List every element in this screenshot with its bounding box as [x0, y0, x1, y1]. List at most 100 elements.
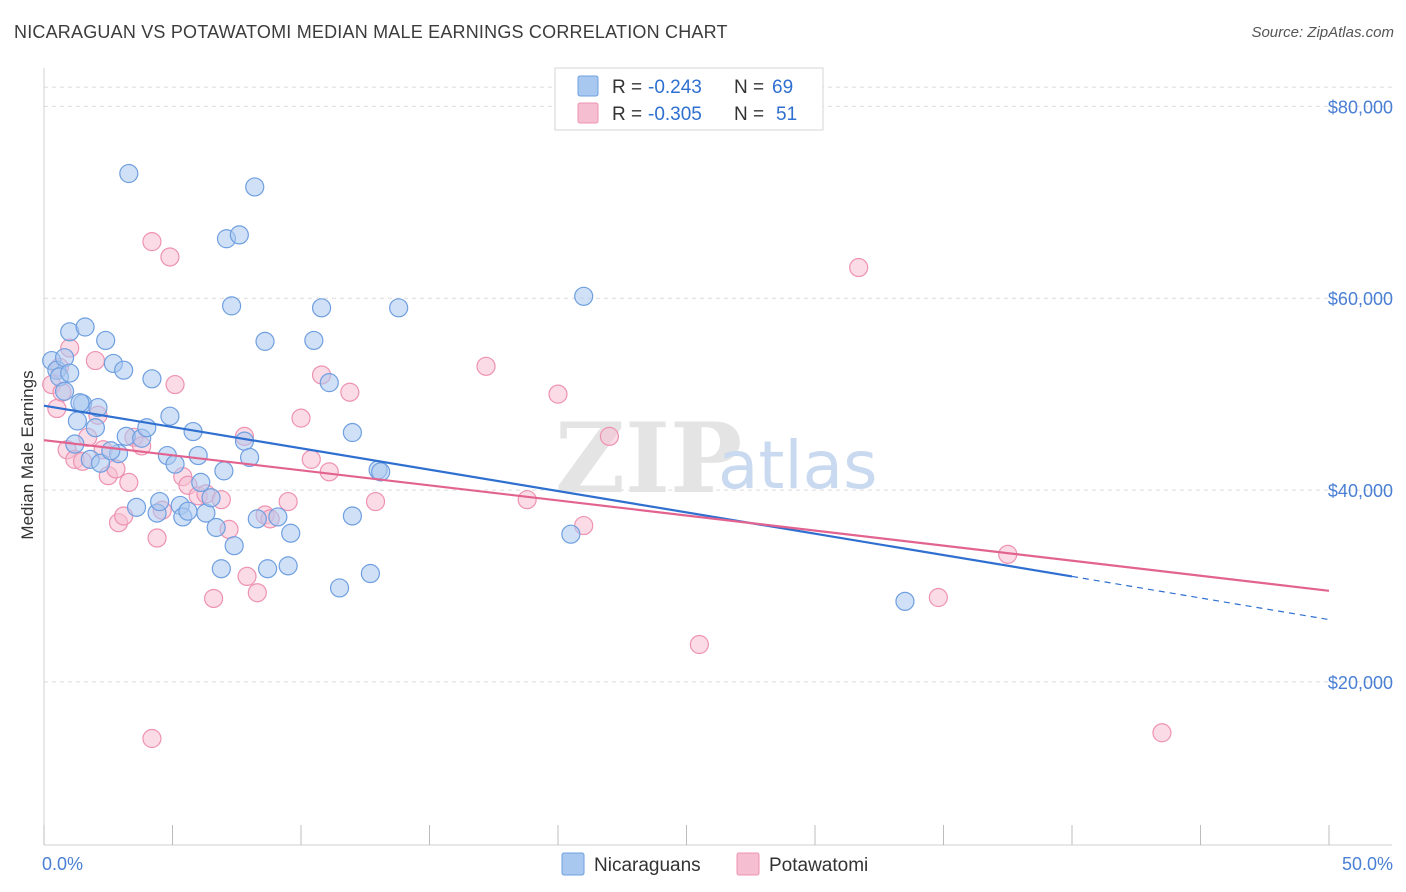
data-point — [365, 491, 386, 512]
data-point — [689, 634, 709, 655]
data-point — [201, 488, 221, 508]
watermark-zip: ZIP — [555, 402, 742, 515]
legend-r-label: R = — [612, 104, 642, 125]
data-point — [304, 330, 324, 351]
data-point — [237, 566, 257, 587]
series-legend-swatch-blue — [561, 852, 585, 876]
data-point — [60, 363, 80, 383]
legend-r-value: -0.243 — [648, 77, 702, 98]
data-point — [281, 523, 301, 543]
data-point — [240, 447, 260, 468]
data-point — [90, 453, 111, 473]
data-point — [88, 397, 108, 418]
series-legend-label: Nicaraguans — [594, 855, 701, 876]
trend-line — [43, 439, 1330, 592]
data-point — [574, 286, 594, 306]
y-tick-label: $80,000 — [1328, 97, 1393, 117]
data-point — [178, 501, 198, 521]
data-point — [54, 381, 75, 401]
legend-n-label: N = — [734, 77, 764, 98]
data-point — [928, 587, 948, 608]
data-point — [599, 426, 620, 446]
legend-n-label: N = — [734, 104, 764, 125]
y-tick-label: $60,000 — [1328, 289, 1393, 309]
data-point — [278, 491, 298, 512]
legend-swatch-blue — [577, 75, 599, 97]
data-point — [301, 449, 321, 469]
data-point — [222, 296, 242, 316]
data-point — [114, 360, 134, 380]
watermark: ZIP atlas — [555, 402, 878, 515]
legend-r-value: -0.305 — [648, 104, 702, 125]
x-ticks: 0.0% 50.0% — [42, 825, 1393, 874]
data-point — [214, 461, 234, 481]
data-point — [70, 393, 90, 413]
data-point — [160, 406, 180, 426]
data-point — [142, 232, 162, 252]
data-point — [142, 728, 162, 749]
data-point — [340, 382, 360, 402]
data-point — [360, 563, 380, 584]
data-point — [206, 517, 226, 538]
trend-lines — [43, 404, 1330, 621]
data-point — [476, 356, 496, 376]
data-point — [257, 559, 278, 579]
data-point — [101, 441, 121, 461]
data-point — [561, 524, 581, 544]
watermark-atlas: atlas — [718, 427, 878, 504]
data-point — [247, 509, 267, 529]
data-point — [278, 556, 298, 576]
data-point — [67, 411, 88, 431]
data-point — [329, 578, 350, 598]
data-point — [895, 591, 915, 611]
data-point — [160, 247, 180, 267]
series-legend: Nicaraguans Potawatomi — [561, 852, 868, 876]
stats-legend-box — [554, 67, 824, 131]
data-point — [96, 330, 116, 351]
data-point — [389, 298, 409, 318]
data-point — [1152, 723, 1172, 743]
y-tick-label: $20,000 — [1328, 673, 1393, 693]
data-point — [126, 497, 147, 517]
x-tick-label: 50.0% — [1342, 854, 1393, 874]
data-point — [291, 408, 311, 428]
trend-line — [43, 404, 1073, 578]
data-point — [188, 445, 208, 466]
legend-n-value: 51 — [776, 104, 797, 125]
data-point — [142, 369, 162, 389]
data-point — [849, 257, 869, 278]
chart-title: NICARAGUAN VS POTAWATOMI MEDIAN MALE EAR… — [14, 22, 728, 42]
data-point — [147, 528, 167, 548]
data-point — [548, 384, 568, 404]
source-label: Source: ZipAtlas.com — [1251, 24, 1394, 41]
data-point — [85, 350, 106, 371]
data-point — [255, 331, 275, 351]
legend-swatch-pink — [577, 102, 599, 124]
data-point — [204, 588, 224, 609]
data-point — [165, 454, 185, 474]
data-point — [191, 472, 211, 492]
data-point — [245, 177, 265, 197]
data-point — [150, 491, 170, 512]
data-point — [342, 422, 362, 443]
axes — [43, 68, 1392, 846]
data-point — [224, 536, 244, 556]
legend-n-value: 69 — [772, 77, 793, 98]
data-point — [211, 559, 231, 579]
data-point — [75, 317, 95, 337]
data-point — [311, 298, 332, 318]
data-point — [85, 418, 106, 438]
trend-line-extension — [1071, 575, 1330, 621]
grid-lines — [44, 86, 1392, 683]
x-tick-label: 0.0% — [42, 854, 83, 874]
data-point — [165, 374, 185, 395]
data-point — [342, 506, 362, 526]
data-point — [234, 431, 255, 451]
data-point — [229, 225, 249, 245]
data-point — [247, 583, 267, 603]
data-point — [119, 472, 139, 492]
y-tick-labels: $20,000 $40,000 $60,000 $80,000 — [1328, 97, 1393, 693]
y-tick-label: $40,000 — [1328, 481, 1393, 501]
series-legend-label: Potawatomi — [769, 855, 868, 876]
